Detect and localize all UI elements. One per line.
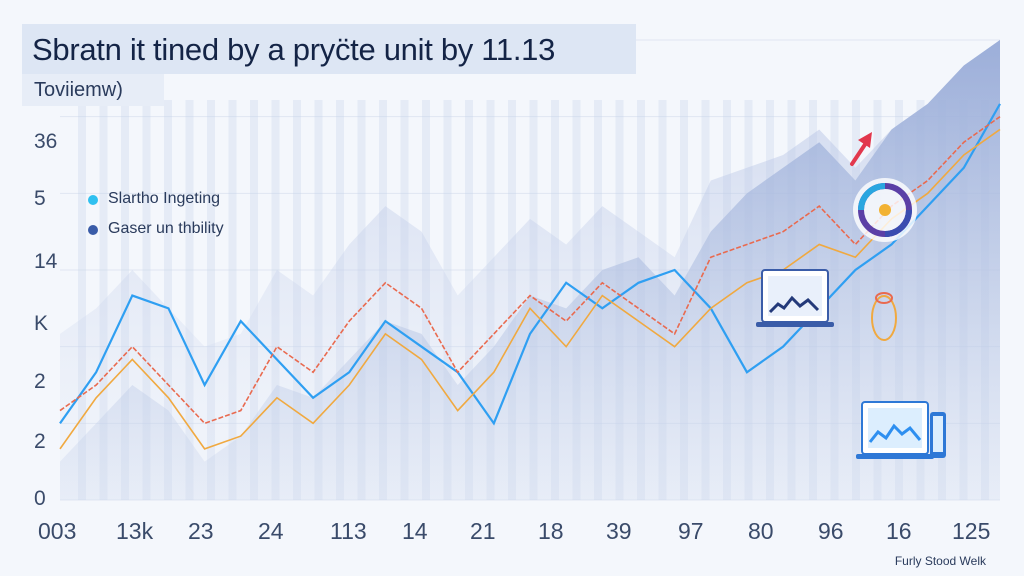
y-tick-label: 14 — [34, 250, 58, 273]
x-tick-label: 96 — [818, 518, 844, 544]
title-banner: Sbratn it tined by a pryc̈te unit by 11.… — [22, 24, 636, 74]
monitor-tablet-icon — [856, 401, 946, 459]
x-tick-label: 21 — [470, 518, 496, 544]
column-band — [78, 100, 86, 500]
area-layers — [60, 40, 1000, 500]
chart-title: Sbratn it tined by a pryc̈te unit by 11.… — [32, 32, 556, 67]
circular-badge-icon — [853, 178, 917, 242]
column-band — [250, 100, 258, 500]
x-tick-label: 23 — [188, 518, 214, 544]
column-band — [228, 100, 237, 500]
y-tick-label: 36 — [34, 130, 58, 153]
x-tick-label: 16 — [886, 518, 912, 544]
x-tick-label: 125 — [952, 518, 991, 544]
legend-label: Gaser un thbility — [108, 220, 224, 237]
laptop-icon — [756, 269, 834, 327]
legend-label: Slartho Ingeting — [108, 190, 221, 207]
subtitle-banner: Toviiemw) — [22, 74, 164, 106]
x-tick-label: 003 — [38, 518, 77, 544]
column-band — [99, 100, 108, 500]
x-tick-label: 39 — [606, 518, 632, 544]
ring-icon — [871, 292, 897, 341]
column-band — [185, 100, 194, 500]
y-tick-label: 0 — [34, 487, 46, 510]
x-tick-label: 13k — [116, 518, 154, 544]
column-band — [164, 100, 172, 500]
x-tick-label: 80 — [748, 518, 774, 544]
column-band — [207, 100, 215, 500]
chart-subtitle: Toviiemw) — [34, 79, 123, 101]
legend-swatch — [88, 225, 98, 235]
area-series-light — [60, 40, 1000, 500]
x-tick-label: 24 — [258, 518, 284, 544]
footer-caption: Furly Stood Welk — [894, 554, 986, 568]
y-tick-label: 2 — [34, 430, 46, 453]
x-tick-label: 14 — [402, 518, 428, 544]
x-tick-label: 18 — [538, 518, 564, 544]
x-tick-label: 97 — [678, 518, 704, 544]
y-tick-label: K — [34, 312, 49, 335]
y-tick-label: 5 — [34, 187, 46, 210]
legend-swatch — [88, 195, 98, 205]
y-tick-label: 2 — [34, 370, 46, 393]
arrow-up-icon — [850, 132, 872, 166]
x-tick-label: 113 — [330, 518, 367, 544]
series-lines — [59, 103, 1001, 450]
